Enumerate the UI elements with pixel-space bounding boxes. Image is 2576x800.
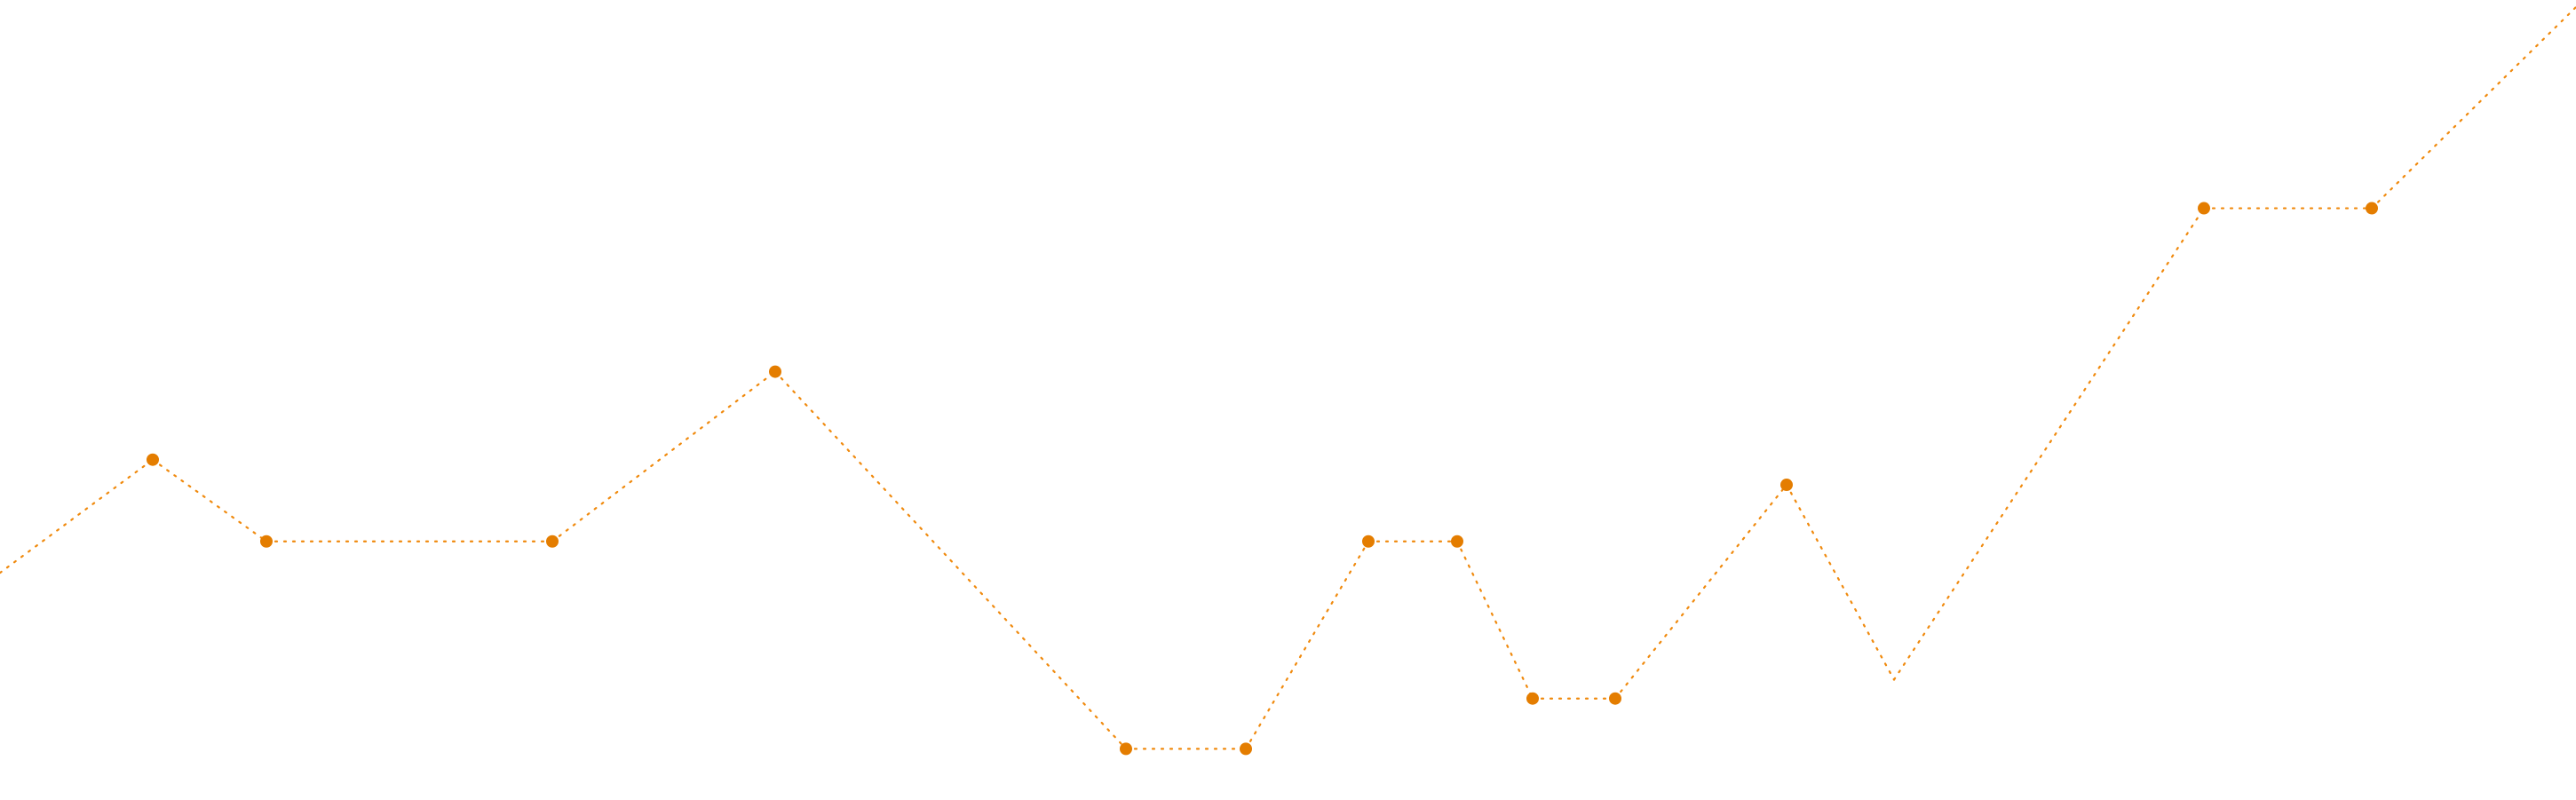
series-line-segment bbox=[1613, 483, 1788, 700]
data-point bbox=[1120, 742, 1132, 756]
data-point bbox=[769, 365, 781, 378]
series-point-group bbox=[147, 202, 2378, 756]
series-line-segment bbox=[151, 458, 268, 543]
data-point bbox=[2198, 202, 2210, 215]
data-point bbox=[1362, 535, 1375, 548]
series-line-segment bbox=[1785, 483, 1896, 681]
series-line-segment bbox=[0, 458, 155, 574]
series-line-segment bbox=[1455, 540, 1534, 700]
data-point bbox=[1780, 479, 1793, 492]
data-point bbox=[1526, 692, 1539, 705]
series-line-segment bbox=[773, 370, 1128, 750]
data-point bbox=[1240, 742, 1252, 756]
series-line-segment bbox=[1244, 540, 1370, 750]
data-point bbox=[1609, 692, 1621, 705]
data-point bbox=[2366, 202, 2378, 215]
series-line-segment bbox=[551, 370, 777, 543]
data-point bbox=[1451, 535, 1463, 548]
series-line-segment bbox=[2370, 5, 2576, 210]
data-point bbox=[147, 453, 159, 466]
series-line-segment bbox=[1892, 207, 2206, 681]
data-point bbox=[260, 535, 273, 548]
series-line-group bbox=[0, 5, 2576, 750]
data-point bbox=[546, 535, 559, 548]
